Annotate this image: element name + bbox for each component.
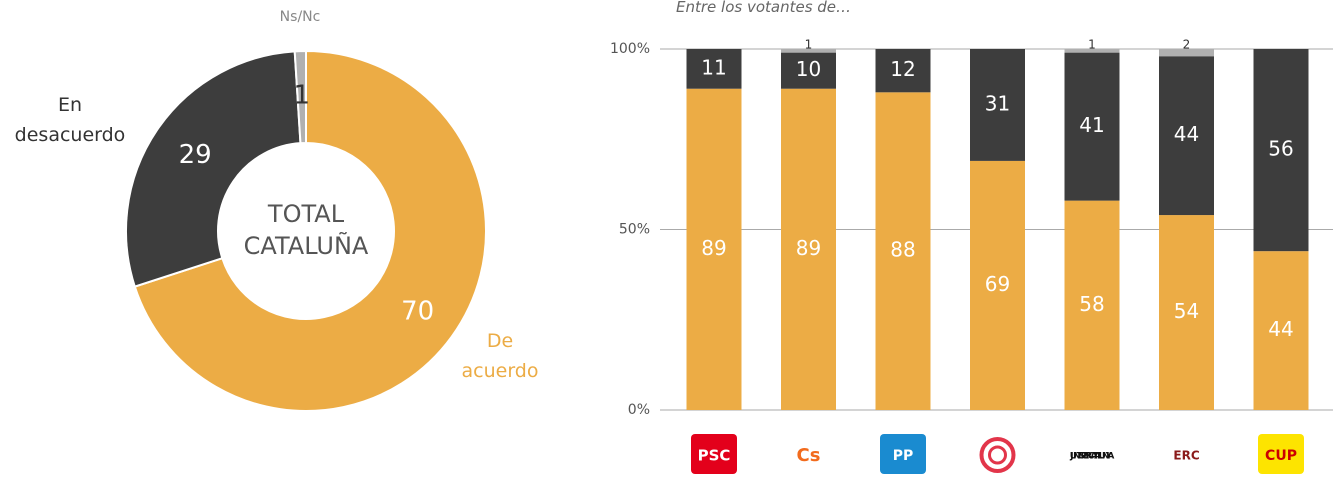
bar-segment [686, 88, 742, 411]
logo [988, 445, 1007, 465]
slice-label: 29 [179, 140, 212, 170]
value-label: 1 [1088, 38, 1096, 52]
logo [1163, 434, 1210, 474]
x-tick-label: PSC [698, 447, 731, 465]
label-desacuerdo: En desacuerdo [14, 94, 126, 146]
subtitle: Entre los votantes de… [676, 0, 852, 16]
slice-label: 1 [293, 81, 310, 111]
value-label: 44 [1174, 122, 1199, 146]
logo [1069, 434, 1115, 474]
value-label: 11 [701, 55, 726, 79]
bar-segment [781, 49, 836, 53]
logo [880, 434, 926, 474]
value-label: 41 [1079, 113, 1104, 137]
bar-segment [875, 92, 931, 410]
y-tick-label: 50% [619, 222, 650, 238]
value-label: 1 [805, 38, 813, 52]
value-label: 12 [890, 57, 915, 81]
bar-segment [781, 88, 836, 411]
x-tick-label: PP [893, 448, 914, 464]
value-label: 31 [985, 91, 1010, 115]
y-tick-label: 0% [628, 402, 650, 418]
bar-segment [970, 160, 1025, 410]
bar-segment [970, 49, 1025, 161]
bar-segment [1159, 215, 1214, 410]
center-label: TOTAL [267, 200, 345, 228]
value-label: 58 [1079, 292, 1104, 316]
value-label: 10 [796, 57, 821, 81]
bar-segment [1159, 56, 1214, 216]
value-label: 69 [985, 272, 1010, 296]
bar-segment [1253, 49, 1309, 252]
bar-segment [1064, 52, 1120, 201]
x-tick-label: Cs [797, 445, 821, 466]
bar-segment [1064, 49, 1120, 53]
logo [691, 434, 737, 474]
x-tick-label: CUP [1265, 448, 1297, 464]
bar-segment [686, 49, 742, 89]
label-nsnc: Ns/Nc [279, 9, 321, 25]
bar-segment [875, 49, 931, 93]
logo [1258, 434, 1304, 474]
value-label: 2 [1183, 38, 1191, 52]
value-label: 88 [890, 238, 915, 262]
bar-segment [1159, 49, 1214, 57]
center-label: CATALUÑA [244, 230, 369, 260]
bar-segment [1253, 251, 1309, 410]
donut-slice [293, 49, 307, 145]
label-acuerdo: De acuerdo [461, 330, 539, 382]
slice-label: 70 [401, 297, 434, 327]
bar-segment [781, 52, 836, 89]
value-label: 89 [796, 236, 821, 260]
x-tick-label: ERC [1173, 449, 1199, 463]
x-tick-label: JUNTS PER CATALUNYA [1069, 452, 1114, 462]
logo [785, 434, 832, 474]
logo [979, 437, 1016, 473]
donut-slice [133, 49, 487, 412]
value-label: 54 [1174, 299, 1199, 323]
y-tick-label: 100% [610, 41, 650, 57]
value-label: 89 [701, 236, 726, 260]
value-label: 44 [1268, 317, 1293, 341]
bar-segment [1064, 200, 1120, 410]
donut-slice [125, 50, 302, 288]
value-label: 56 [1268, 137, 1293, 161]
